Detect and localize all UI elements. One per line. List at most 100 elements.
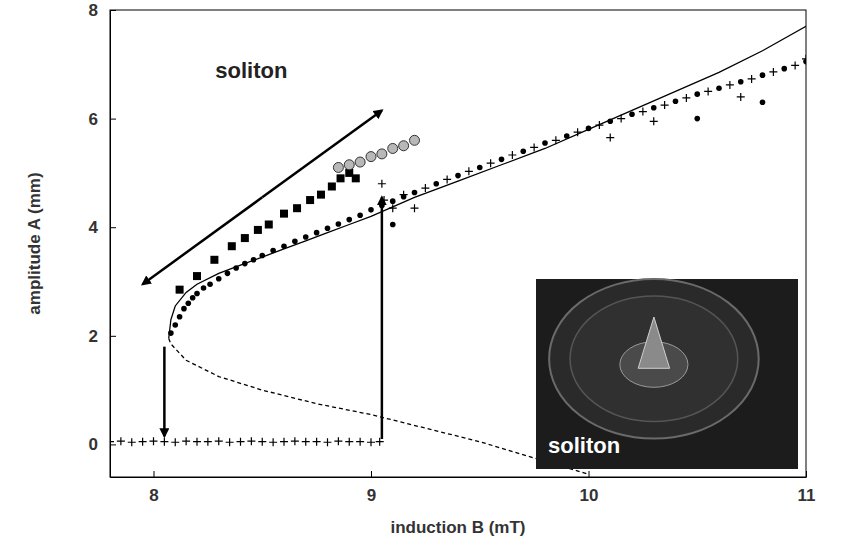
tick-label: 2 xyxy=(89,327,98,346)
point xyxy=(390,222,396,228)
point xyxy=(193,438,201,446)
tick-label: 11 xyxy=(798,486,816,505)
point xyxy=(210,256,218,264)
inset-background xyxy=(536,279,798,469)
point xyxy=(352,174,360,182)
tick-label: 8 xyxy=(149,486,158,505)
point xyxy=(390,198,396,204)
point xyxy=(171,438,179,446)
point xyxy=(738,79,744,85)
tick: 11 xyxy=(798,471,816,505)
point xyxy=(241,234,249,242)
inset-label: soliton xyxy=(548,433,620,458)
point xyxy=(345,438,353,446)
tick-mark xyxy=(371,471,372,477)
point xyxy=(303,234,309,240)
arrow xyxy=(262,110,382,197)
point xyxy=(254,226,262,234)
x-axis: 8 9 10 11 xyxy=(111,471,816,505)
tick-mark xyxy=(110,336,116,337)
point xyxy=(247,437,255,445)
y-axis: 02468 xyxy=(89,1,116,478)
point xyxy=(215,437,223,445)
point xyxy=(443,175,451,183)
point xyxy=(769,68,777,76)
point xyxy=(181,306,187,312)
tick: 2 xyxy=(89,327,116,346)
marks xyxy=(110,26,806,474)
point xyxy=(791,61,799,69)
point xyxy=(139,438,147,446)
point xyxy=(661,101,669,109)
point xyxy=(336,221,342,227)
dashed-curve xyxy=(169,339,589,475)
point xyxy=(477,165,483,171)
point xyxy=(704,87,712,95)
point xyxy=(216,276,222,282)
point xyxy=(237,438,245,446)
point xyxy=(128,438,136,446)
point xyxy=(530,143,538,151)
tick-label: 10 xyxy=(580,486,599,505)
point xyxy=(802,55,806,63)
point xyxy=(606,134,614,142)
point xyxy=(368,207,374,213)
point xyxy=(465,167,473,175)
point xyxy=(411,204,419,212)
point xyxy=(194,291,200,297)
point xyxy=(421,184,429,192)
tick-mark xyxy=(589,471,590,477)
point xyxy=(314,230,320,236)
point xyxy=(302,438,310,446)
tick: 4 xyxy=(89,218,116,237)
point xyxy=(306,196,314,204)
point xyxy=(182,437,190,445)
point xyxy=(367,438,375,446)
point xyxy=(694,116,700,122)
point xyxy=(269,438,277,446)
point xyxy=(317,191,325,199)
point xyxy=(357,212,363,218)
axis-line xyxy=(110,11,111,478)
point xyxy=(400,191,408,199)
annotation: soliton xyxy=(215,58,287,83)
point xyxy=(412,190,418,196)
point xyxy=(313,438,321,446)
point xyxy=(190,295,196,301)
tick-label: 8 xyxy=(89,1,98,20)
point xyxy=(346,217,352,223)
tick: 9 xyxy=(367,471,376,505)
tick-mark xyxy=(110,119,116,120)
tick: 8 xyxy=(149,471,158,505)
point xyxy=(781,66,787,72)
point xyxy=(410,135,420,145)
inset-ring xyxy=(549,279,759,439)
point xyxy=(207,281,213,287)
point xyxy=(399,141,409,151)
point xyxy=(455,173,461,179)
axis-line xyxy=(111,477,807,478)
point xyxy=(673,98,679,104)
point xyxy=(726,81,734,89)
tick-label: 0 xyxy=(89,435,98,454)
point xyxy=(748,75,756,83)
point xyxy=(629,111,635,117)
point xyxy=(520,148,526,154)
arrow xyxy=(163,347,166,437)
point xyxy=(292,239,298,245)
point xyxy=(760,72,766,78)
inset-photo: soliton xyxy=(536,279,798,469)
tick-label: 9 xyxy=(367,486,376,505)
point xyxy=(542,140,548,146)
point xyxy=(388,143,398,153)
point xyxy=(356,438,364,446)
point xyxy=(150,437,158,445)
point xyxy=(377,149,387,159)
point xyxy=(737,93,745,101)
point xyxy=(378,180,386,188)
point xyxy=(682,94,690,102)
point xyxy=(355,157,365,167)
tick-mark xyxy=(154,471,155,477)
arrow xyxy=(381,197,384,439)
point xyxy=(204,438,212,446)
